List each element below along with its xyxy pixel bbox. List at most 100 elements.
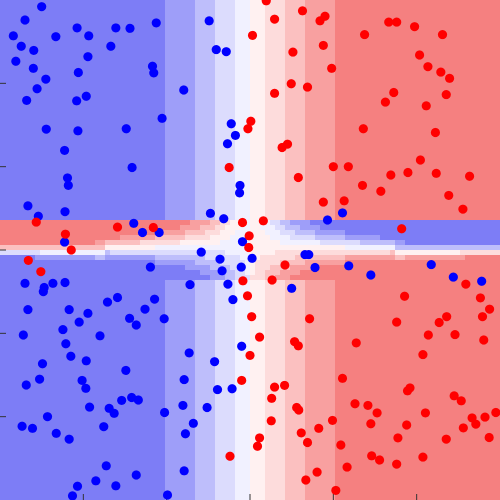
region-cell [290, 45, 295, 50]
region-cell [345, 70, 350, 75]
region-cell [365, 75, 370, 80]
region-cell [435, 115, 440, 120]
region-cell [275, 135, 280, 140]
region-cell [15, 180, 20, 185]
region-cell [185, 75, 190, 80]
region-cell [300, 110, 305, 115]
region-cell [30, 75, 35, 80]
region-cell [485, 10, 490, 15]
region-cell [395, 115, 400, 120]
region-cell [440, 235, 445, 240]
region-cell [155, 15, 160, 20]
region-cell [205, 5, 210, 10]
region-cell [0, 90, 5, 95]
region-cell [425, 240, 430, 245]
region-cell [15, 130, 20, 135]
region-cell [300, 220, 305, 225]
region-cell [20, 25, 25, 30]
region-cell [270, 5, 275, 10]
region-cell [390, 215, 395, 220]
region-cell [115, 240, 120, 245]
region-cell [30, 215, 35, 220]
region-cell [360, 150, 365, 155]
region-cell [225, 195, 230, 200]
region-cell [205, 175, 210, 180]
region-cell [200, 185, 205, 190]
region-cell [10, 230, 15, 235]
region-cell [190, 225, 195, 230]
region-cell [355, 105, 360, 110]
region-cell [240, 90, 245, 95]
region-cell [85, 175, 90, 180]
region-cell [105, 140, 110, 145]
region-cell [435, 15, 440, 20]
region-cell [240, 165, 245, 170]
region-cell [280, 105, 285, 110]
region-cell [175, 160, 180, 165]
region-cell [400, 20, 405, 25]
region-cell [375, 185, 380, 190]
region-cell [255, 135, 260, 140]
region-cell [5, 245, 10, 250]
region-cell [20, 100, 25, 105]
region-cell [125, 90, 130, 95]
region-cell [325, 70, 330, 75]
region-cell [215, 190, 220, 195]
region-cell [100, 125, 105, 130]
region-cell [0, 135, 5, 140]
region-cell [240, 245, 245, 250]
region-cell [375, 70, 380, 75]
region-cell [230, 240, 235, 245]
region-cell [215, 195, 220, 200]
region-cell [300, 0, 305, 5]
region-cell [205, 185, 210, 190]
region-cell [260, 140, 265, 145]
region-cell [245, 10, 250, 15]
region-cell [250, 15, 255, 20]
region-cell [350, 90, 355, 95]
region-cell [375, 235, 380, 240]
region-cell [175, 110, 180, 115]
region-cell [0, 240, 5, 245]
region-cell [200, 20, 205, 25]
region-cell [355, 20, 360, 25]
region-cell [130, 110, 135, 115]
region-cell [145, 170, 150, 175]
region-cell [35, 40, 40, 45]
region-cell [400, 155, 405, 160]
region-cell [45, 135, 50, 140]
region-cell [385, 165, 390, 170]
region-cell [120, 185, 125, 190]
region-cell [175, 210, 180, 215]
region-cell [425, 120, 430, 125]
region-cell [40, 170, 45, 175]
region-cell [185, 220, 190, 225]
region-cell [80, 200, 85, 205]
region-cell [365, 85, 370, 90]
region-cell [230, 150, 235, 155]
region-cell [220, 100, 225, 105]
region-cell [310, 140, 315, 145]
region-cell [355, 5, 360, 10]
region-cell [450, 170, 455, 175]
region-cell [130, 10, 135, 15]
region-cell [115, 0, 120, 5]
region-cell [140, 145, 145, 150]
region-cell [100, 155, 105, 160]
region-cell [20, 65, 25, 70]
region-cell [70, 85, 75, 90]
region-cell [295, 240, 300, 245]
region-cell [60, 165, 65, 170]
region-cell [245, 240, 250, 245]
region-cell [425, 175, 430, 180]
region-cell [85, 0, 90, 5]
region-cell [90, 230, 95, 235]
region-cell [45, 155, 50, 160]
region-cell [255, 70, 260, 75]
region-cell [155, 110, 160, 115]
region-cell [95, 145, 100, 150]
region-cell [135, 65, 140, 70]
region-cell [350, 195, 355, 200]
region-cell [60, 45, 65, 50]
region-cell [195, 180, 200, 185]
